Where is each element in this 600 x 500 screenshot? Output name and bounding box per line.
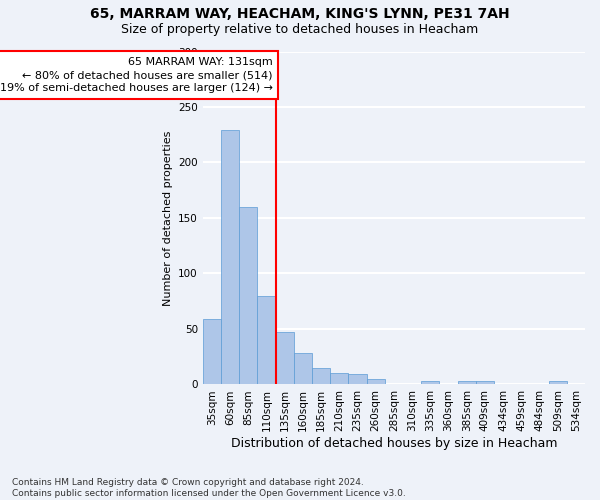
- Bar: [275, 332, 294, 384]
- Text: Contains HM Land Registry data © Crown copyright and database right 2024.
Contai: Contains HM Land Registry data © Crown c…: [12, 478, 406, 498]
- Text: 65, MARRAM WAY, HEACHAM, KING'S LYNN, PE31 7AH: 65, MARRAM WAY, HEACHAM, KING'S LYNN, PE…: [90, 8, 510, 22]
- Bar: [312, 368, 330, 384]
- Bar: [239, 207, 257, 384]
- X-axis label: Distribution of detached houses by size in Heacham: Distribution of detached houses by size …: [230, 437, 557, 450]
- Bar: [330, 374, 349, 384]
- Bar: [221, 130, 239, 384]
- Text: Size of property relative to detached houses in Heacham: Size of property relative to detached ho…: [121, 22, 479, 36]
- Bar: [294, 354, 312, 384]
- Bar: [203, 319, 221, 384]
- Bar: [257, 296, 275, 384]
- Bar: [458, 381, 476, 384]
- Y-axis label: Number of detached properties: Number of detached properties: [163, 130, 173, 306]
- Bar: [476, 381, 494, 384]
- Text: 65 MARRAM WAY: 131sqm
← 80% of detached houses are smaller (514)
19% of semi-det: 65 MARRAM WAY: 131sqm ← 80% of detached …: [0, 57, 273, 94]
- Bar: [548, 381, 567, 384]
- Bar: [421, 381, 439, 384]
- Bar: [349, 374, 367, 384]
- Bar: [367, 379, 385, 384]
